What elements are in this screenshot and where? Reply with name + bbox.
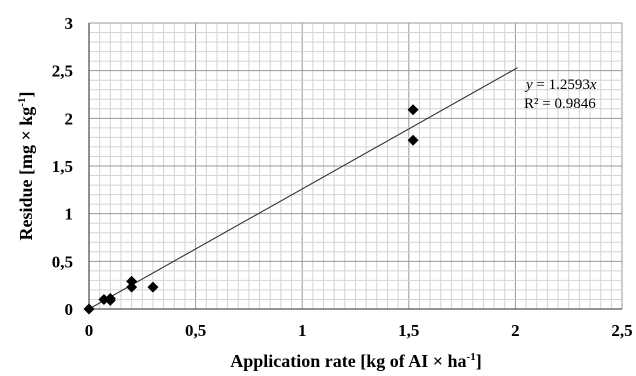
y-tick-label: 1,5 bbox=[52, 157, 73, 176]
x-tick-label: 1 bbox=[298, 321, 307, 340]
equation-x-var: x bbox=[589, 77, 597, 93]
trendline-segment bbox=[88, 67, 518, 310]
grid-lines bbox=[88, 22, 623, 310]
y-tick-label: 0,5 bbox=[52, 252, 73, 271]
trendline bbox=[88, 67, 518, 310]
data-point bbox=[104, 294, 116, 306]
x-axis-title: Application rate [kg of AI × ha-1] bbox=[230, 351, 481, 371]
y-tick-labels: 0 0,5 1 1,5 2 2,5 3 bbox=[52, 14, 73, 319]
data-point bbox=[407, 104, 419, 116]
x-tick-label: 2 bbox=[511, 321, 520, 340]
data-point bbox=[407, 134, 419, 146]
r-squared-label: R² = 0.9846 bbox=[524, 96, 596, 112]
x-tick-label: 2,5 bbox=[611, 321, 632, 340]
data-point bbox=[126, 275, 138, 287]
y-tick-label: 2,5 bbox=[52, 62, 73, 81]
data-point bbox=[126, 281, 138, 293]
data-points bbox=[83, 104, 419, 315]
y-tick-label: 0 bbox=[65, 300, 74, 319]
data-point bbox=[83, 303, 95, 315]
y-tick-label: 3 bbox=[65, 14, 74, 33]
y-axis-title: Residue [mg × kg-1] bbox=[16, 92, 36, 241]
x-tick-label: 0,5 bbox=[185, 321, 206, 340]
y-tick-label: 1 bbox=[65, 205, 74, 224]
x-tick-label: 1,5 bbox=[398, 321, 419, 340]
equation-middle: = 1.2593 bbox=[533, 77, 590, 93]
data-point bbox=[147, 281, 159, 293]
trendline-equation: y = 1.2593x bbox=[524, 77, 597, 93]
x-tick-labels: 0 0,5 1 1,5 2 2,5 bbox=[85, 321, 633, 340]
equation-y-var: y bbox=[524, 77, 533, 93]
axes bbox=[88, 23, 622, 310]
x-tick-label: 0 bbox=[85, 321, 94, 340]
y-tick-label: 2 bbox=[65, 109, 74, 128]
